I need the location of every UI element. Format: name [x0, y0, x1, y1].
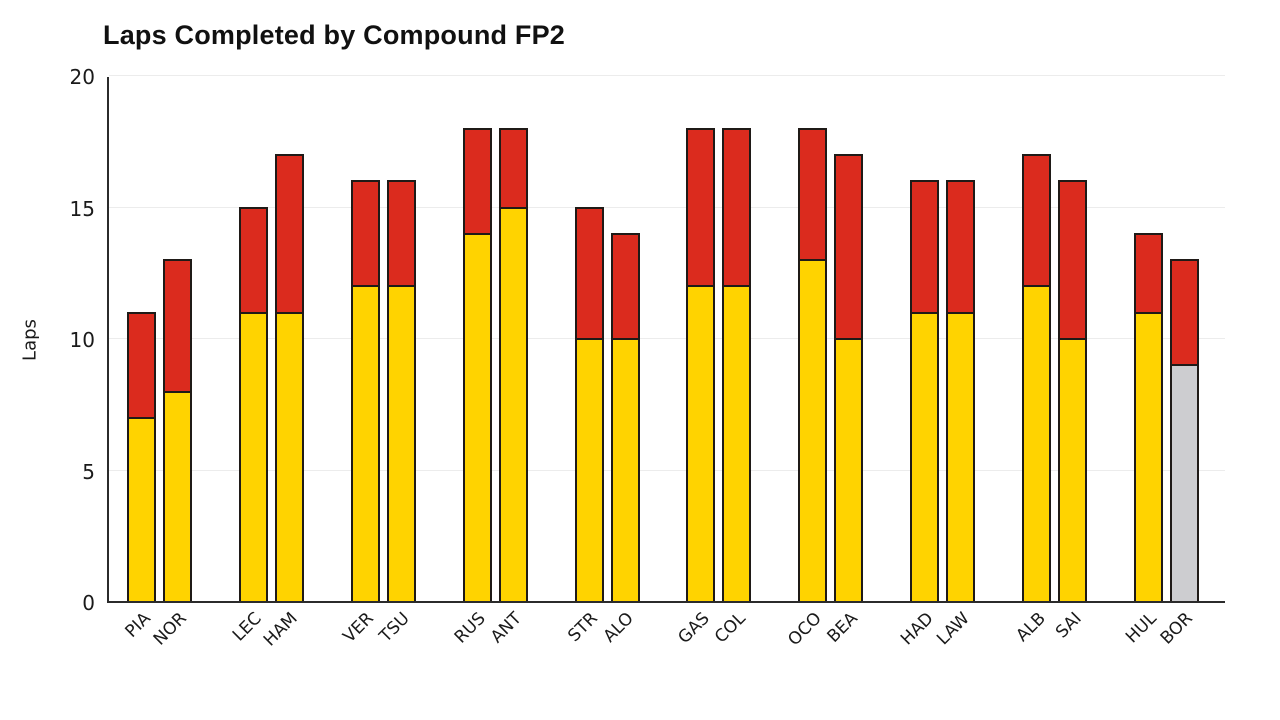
chart-title: Laps Completed by Compound FP2 — [103, 20, 566, 50]
bar-group-lec-ham: LEC HAM — [229, 153, 304, 650]
bar-tsu: TSU — [376, 180, 416, 647]
bar-gas: GAS — [674, 127, 716, 648]
bar-pia: PIA — [121, 311, 156, 642]
bar-alo: ALO — [600, 232, 640, 647]
gridline-y-15 — [109, 206, 1225, 208]
bar-segment-soft-col — [722, 127, 752, 286]
bar-segment-medium-nor — [163, 390, 192, 601]
bar-group-hul-bor: HUL BOR — [1122, 232, 1199, 649]
bar-segment-medium-alo — [610, 338, 640, 601]
bar-law: LAW — [933, 180, 976, 649]
bar-had: HAD — [897, 180, 940, 649]
bar-hul: HUL — [1122, 232, 1163, 647]
bar-segment-medium-tsu — [386, 285, 416, 601]
bar-segment-medium-hul — [1133, 311, 1163, 601]
bar-segment-soft-nor — [163, 259, 192, 391]
bar-segment-medium-ver — [350, 285, 380, 601]
bar-segment-medium-ant — [498, 206, 528, 601]
y-tick-label-5: 5 — [82, 459, 95, 484]
bar-segment-medium-pia — [127, 416, 156, 601]
gridline-y-5 — [109, 469, 1225, 471]
bar-bea: BEA — [823, 153, 864, 647]
bar-col: COL — [711, 127, 752, 647]
bar-segment-soft-oco — [798, 127, 828, 260]
y-tick-label-0: 0 — [82, 591, 95, 615]
bar-segment-soft-alo — [610, 232, 640, 338]
bar-group-str-alo: STR ALO — [564, 206, 640, 647]
bar-segment-soft-bea — [834, 153, 864, 338]
gridline-y-10 — [109, 338, 1225, 339]
bar-str: STR — [564, 206, 604, 646]
y-tick-label-20: 20 — [69, 65, 95, 89]
bar-segment-soft-hul — [1133, 232, 1163, 312]
bar-segment-soft-lec — [238, 206, 268, 312]
bar-segment-medium-sai — [1058, 338, 1087, 601]
bar-segment-medium-ham — [274, 311, 304, 601]
y-tick-label-15: 15 — [69, 196, 95, 221]
bar-bor: BOR — [1157, 259, 1199, 649]
bar-oco: OCO — [784, 127, 828, 650]
bar-segment-soft-bor — [1169, 259, 1199, 365]
y-axis-ticks: 0 5 10 15 20 — [0, 66, 95, 614]
bar-segment-medium-alb — [1022, 285, 1051, 601]
bar-ham: HAM — [260, 153, 304, 650]
bar-segment-medium-oco — [798, 259, 828, 601]
bar-segment-soft-ant — [498, 127, 528, 207]
gridline-y-20 — [109, 75, 1225, 76]
bar-segment-soft-alb — [1022, 153, 1051, 286]
bar-segment-soft-str — [574, 206, 604, 338]
bar-segment-medium-lec — [238, 311, 268, 601]
bar-segment-hard-bor — [1169, 364, 1199, 601]
bar-alb: ALB — [1012, 153, 1051, 646]
bar-segment-soft-tsu — [386, 180, 416, 286]
bars-row: PIA NOR LEC HAM VER TSU RUS ANT STR ALO GAS COL OCO B… — [109, 75, 1225, 650]
bar-segment-medium-str — [574, 338, 604, 601]
bar-group-rus-ant: RUS ANT — [451, 127, 528, 648]
plot-area: PIA NOR LEC HAM VER TSU RUS ANT STR ALO GAS COL OCO B… — [107, 75, 1225, 650]
bar-group-ver-tsu: VER TSU — [340, 180, 416, 647]
bar-segment-medium-col — [722, 285, 752, 601]
bar-segment-soft-had — [910, 180, 940, 312]
bar-lec: LEC — [229, 206, 268, 645]
bar-segment-soft-sai — [1058, 180, 1087, 338]
bar-group-oco-bea: OCO BEA — [784, 127, 864, 650]
bar-segment-soft-pia — [127, 311, 156, 417]
bar-segment-soft-gas — [686, 127, 716, 286]
bar-group-had-law: HAD LAW — [897, 180, 976, 649]
bar-segment-soft-ham — [274, 153, 304, 312]
bar-segment-medium-law — [946, 311, 976, 601]
bar-ant: ANT — [487, 127, 528, 647]
bar-segment-medium-had — [910, 311, 940, 601]
bar-ver: VER — [340, 180, 380, 647]
bar-group-pia-nor: PIA NOR — [121, 259, 192, 650]
bar-nor: NOR — [149, 259, 192, 650]
bar-rus: RUS — [451, 127, 492, 648]
y-tick-label-10: 10 — [69, 328, 95, 352]
bar-segment-medium-gas — [686, 285, 716, 601]
bar-sai: SAI — [1051, 180, 1087, 642]
bar-segment-soft-ver — [350, 180, 380, 286]
bar-segment-soft-law — [946, 180, 976, 312]
bar-segment-medium-rus — [462, 232, 492, 601]
bar-group-alb-sai: ALB SAI — [1012, 153, 1087, 646]
bar-group-gas-col: GAS COL — [674, 127, 752, 648]
bar-segment-soft-rus — [462, 127, 492, 233]
bar-segment-medium-bea — [834, 338, 864, 601]
